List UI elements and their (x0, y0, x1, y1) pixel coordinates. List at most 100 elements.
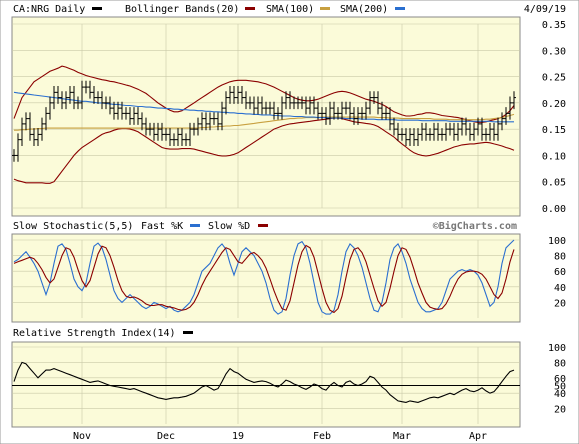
ohlc-bar (412, 128, 416, 146)
x-tick-label: Mar (393, 431, 411, 442)
ohlc-bar (40, 117, 44, 141)
y-tick-label: 0.15 (542, 125, 566, 136)
series-line (13, 361, 515, 403)
ohlc-bar (484, 128, 488, 141)
series-line (13, 117, 515, 184)
ohlc-bar (316, 101, 320, 120)
ohlc-bar (80, 80, 84, 110)
ohlc-bar (144, 117, 148, 136)
legend-bollinger: Bollinger Bands(20) (125, 4, 239, 15)
ohlc-bar (44, 107, 48, 131)
series-line (13, 239, 515, 315)
ohlc-bar (128, 107, 132, 125)
x-tick-label: Apr (469, 431, 487, 442)
ohlc-bar (148, 122, 152, 136)
stoch-lines (13, 239, 515, 315)
ohlc-bar (112, 101, 116, 120)
ohlc-bar (236, 86, 240, 104)
ohlc-bar (124, 107, 128, 120)
ohlc-bar (68, 86, 72, 104)
ohlc-bar (140, 112, 144, 131)
ohlc-bar (416, 128, 420, 146)
y-tick-label: 100 (548, 236, 566, 247)
ohlc-bar (264, 101, 268, 115)
ohlc-bar (292, 96, 296, 110)
rsi-lines (13, 361, 515, 403)
ohlc-bar (356, 107, 360, 125)
ohlc-bar (228, 86, 232, 104)
ohlc-bar (52, 86, 56, 110)
ohlc-bar (376, 91, 380, 115)
ohlc-bar (16, 133, 20, 162)
ohlc-bar (432, 122, 436, 141)
x-tick-label: 19 (232, 431, 244, 442)
y-tick-label: 80 (554, 358, 566, 369)
legend-sma100: SMA(100) (266, 4, 314, 15)
ohlc-bar (116, 101, 120, 120)
y-tick-label: 50 (554, 382, 566, 393)
stoch-plot-area (11, 233, 521, 323)
ohlc-bar (328, 101, 332, 125)
legend-fast-k: Fast %K (141, 221, 183, 232)
ohlc-bar (400, 128, 404, 141)
ohlc-bar (476, 117, 480, 136)
ohlc-bar (364, 101, 368, 120)
y-tick-label: 0.30 (542, 46, 566, 57)
ohlc-bar (448, 122, 452, 136)
x-tick-label: Dec (157, 431, 175, 442)
ohlc-bar (276, 107, 280, 120)
x-axis: Nov Dec 19 Feb Mar Apr (73, 431, 487, 442)
ohlc-bar (160, 122, 164, 141)
legend-sma100-swatch (320, 7, 330, 10)
ohlc-bar (84, 80, 88, 94)
series-line (13, 65, 515, 123)
y-tick-label: 0.00 (542, 204, 566, 215)
ohlc-bar (92, 86, 96, 104)
ohlc-bar (492, 122, 496, 141)
ohlc-bar (48, 96, 52, 120)
y-tick-label: 0.20 (542, 99, 566, 110)
ohlc-bar (500, 112, 504, 131)
ohlc-bar (456, 122, 460, 141)
ohlc-bar (200, 112, 204, 131)
ohlc-bar (108, 96, 112, 115)
x-tick-label: Nov (73, 431, 91, 442)
ohlc-bar (172, 133, 176, 146)
ohlc-bar (508, 96, 512, 120)
ohlc-bar (388, 107, 392, 131)
legend-sma200: SMA(200) (340, 4, 388, 15)
ohlc-bar (408, 128, 412, 146)
y-tick-label: 0.05 (542, 178, 566, 189)
ohlc-bar (436, 122, 440, 141)
ohlc-bar (392, 117, 396, 136)
ohlc-bar (452, 122, 456, 141)
ohlc-bar (220, 101, 224, 131)
ohlc-bar (136, 107, 140, 125)
ohlc-bar (352, 107, 356, 125)
ohlc-bar (472, 122, 476, 141)
y-tick-label: 40 (554, 389, 566, 400)
ohlc-bar (104, 96, 108, 110)
price-y-axis: 0.35 0.30 0.25 0.20 0.15 0.10 0.05 0.00 (542, 20, 566, 215)
ohlc-bar (320, 107, 324, 120)
rsi-legend-swatch (183, 331, 193, 334)
legend-sma200-swatch (395, 7, 405, 10)
ohlc-bar (208, 112, 212, 131)
ohlc-bar (28, 112, 32, 141)
price-lines (13, 65, 515, 184)
ohlc-bar (260, 96, 264, 115)
ohlc-bar (268, 101, 272, 115)
ohlc-bar (252, 96, 256, 115)
price-grid (12, 23, 520, 209)
ohlc-bar (244, 91, 248, 110)
ohlc-bar (428, 128, 432, 141)
ohlc-bar (120, 101, 124, 120)
stoch-grid (12, 239, 520, 318)
price-title: CA:NRG Daily (13, 4, 85, 15)
ohlc-bar (180, 128, 184, 146)
ohlc-bar (308, 96, 312, 115)
ohlc-bar (284, 91, 288, 110)
ohlc-bar (300, 96, 304, 110)
ohlc-bar (20, 117, 24, 146)
